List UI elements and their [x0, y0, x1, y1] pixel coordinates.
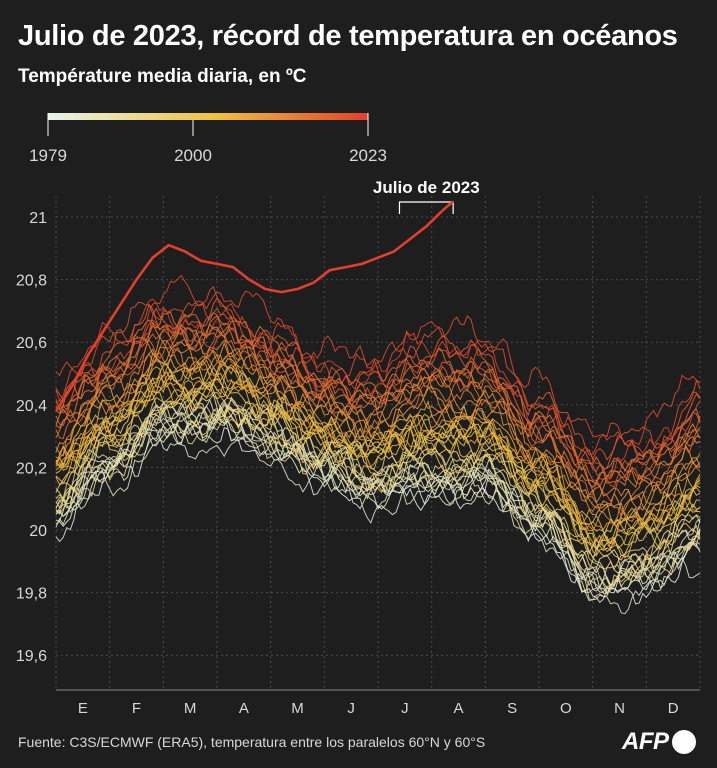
year-line-2019 — [55, 301, 701, 466]
year-line-1999 — [55, 351, 701, 544]
year-line-2021 — [55, 274, 701, 447]
year-line-2011 — [55, 340, 701, 518]
year-line-1985 — [55, 398, 701, 593]
year-line-2004 — [55, 357, 701, 535]
annotation-bracket — [398, 201, 454, 214]
x-tick-label: N — [614, 700, 625, 717]
chart-subtitle: Température media diaria, en ºC — [18, 66, 307, 87]
y-tick-label: 21 — [29, 210, 47, 227]
year-line-1980 — [55, 413, 701, 605]
afp-logo-dot — [671, 730, 696, 754]
year-line-2005 — [55, 349, 701, 532]
y-tick-label: 20,8 — [16, 273, 47, 290]
year-line-2009 — [55, 323, 701, 511]
x-tick-label: J — [401, 700, 409, 717]
y-tick-label: 19,8 — [16, 586, 47, 603]
july-2023-annotation: Julio de 2023 — [373, 178, 480, 214]
year-line-2006 — [55, 341, 701, 523]
scale-label-end: 2023 — [349, 146, 387, 165]
x-tick-label: M — [291, 700, 304, 717]
x-tick-label: A — [453, 700, 463, 717]
scale-label-start: 1979 — [29, 146, 67, 165]
color-scale-legend: 1979 2000 2023 — [29, 113, 387, 165]
scale-label-mid: 2000 — [174, 146, 212, 165]
year-line-1990 — [55, 407, 701, 601]
year-line-1991 — [55, 405, 701, 595]
year-line-2007 — [55, 341, 701, 531]
year-line-2022 — [55, 302, 701, 480]
source-note: Fuente: C3S/ECMWF (ERA5), temperatura en… — [18, 734, 486, 750]
x-tick-label: D — [668, 700, 679, 717]
year-line-2018 — [55, 307, 701, 488]
chart-title: Julio de 2023, récord de temperatura en … — [18, 20, 678, 52]
year-line-2010 — [55, 323, 701, 504]
y-tick-label: 20,2 — [16, 460, 47, 477]
y-tick-label: 20,4 — [16, 398, 47, 415]
x-tick-label: M — [184, 700, 197, 717]
y-tick-label: 19,6 — [16, 648, 47, 665]
x-tick-label: J — [347, 700, 355, 717]
color-scale-bar — [48, 113, 368, 120]
series-lines — [54, 200, 701, 615]
year-line-1988 — [55, 393, 701, 581]
annotation-label: Julio de 2023 — [373, 178, 480, 197]
afp-logo: AFP — [622, 728, 696, 756]
x-tick-label: F — [132, 700, 141, 717]
x-tick-label: O — [560, 700, 572, 717]
x-tick-label: A — [239, 700, 249, 717]
year-line-1996 — [55, 366, 701, 558]
x-tick-label: S — [507, 700, 517, 717]
y-tick-label: 20,6 — [16, 335, 47, 352]
year-line-1983 — [55, 426, 701, 615]
gridlines — [55, 196, 701, 691]
year-line-2015 — [55, 311, 701, 496]
year-line-2023 — [54, 200, 454, 412]
x-tick-label: E — [78, 700, 88, 717]
y-tick-label: 20 — [29, 523, 47, 540]
y-axis-labels: 19,6 19,8 20 20,2 20,4 20,6 20,8 21 — [16, 210, 47, 665]
year-line-2012 — [55, 311, 701, 488]
afp-logo-text: AFP — [622, 728, 669, 755]
